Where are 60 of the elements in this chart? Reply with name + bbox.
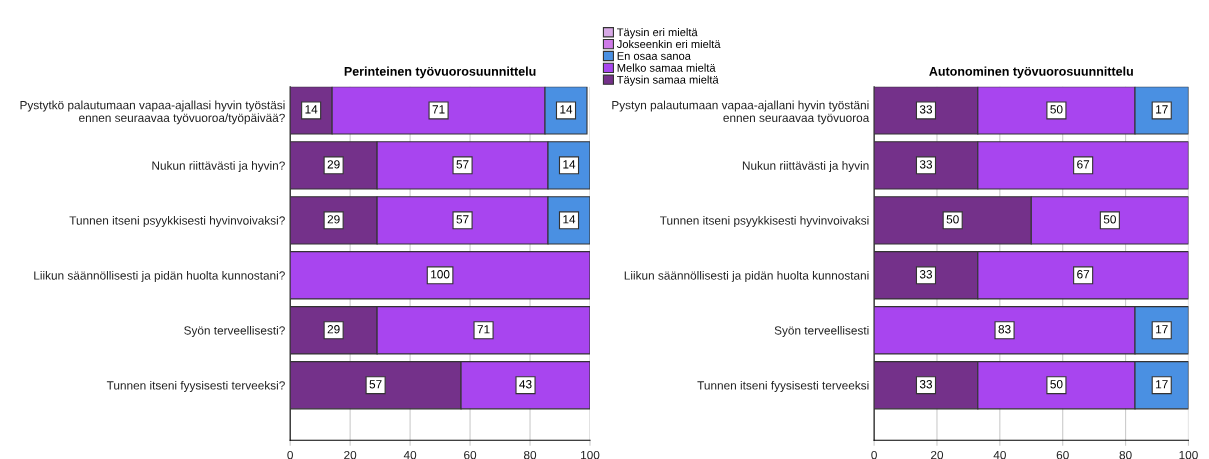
- data-label: 71: [477, 325, 490, 334]
- data-label: 33: [919, 105, 933, 114]
- x-tick-label: 20: [931, 450, 944, 459]
- y-tick-label: Nukun riittävästi ja hyvin: [742, 161, 869, 173]
- x-tick-label: 60: [1056, 450, 1069, 459]
- data-label: 17: [1156, 105, 1168, 114]
- x-tick-label: 0: [871, 450, 877, 459]
- data-label: 100: [431, 270, 450, 279]
- x-tick-label: 0: [287, 450, 293, 459]
- x-tick-label: 20: [344, 450, 357, 459]
- chart-title: Autonominen työvuorosuunnittelu: [929, 66, 1133, 79]
- x-tick-label: 100: [581, 450, 600, 459]
- x-tick-label: 80: [523, 450, 537, 459]
- data-label: 33: [919, 380, 933, 389]
- y-tick-label: Pystytkö palautumaan vapaa-ajallasi hyvin työstäsi ennen seuraavaa työvuoroa/työpäivää?: [20, 100, 285, 125]
- legend-label: Täysin eri mieltä: [617, 28, 698, 39]
- data-label: 57: [456, 215, 469, 224]
- data-label: 67: [1077, 160, 1090, 169]
- data-label: 14: [563, 215, 576, 224]
- data-label: 50: [1050, 105, 1063, 114]
- data-label: 33: [919, 160, 933, 169]
- legend-label: Täysin samaa mieltä: [617, 75, 719, 86]
- y-tick-label: Tunnen itseni fyysisesti terveeksi: [697, 380, 869, 392]
- x-tick-label: 40: [403, 450, 417, 459]
- y-tick-label: Syön terveellisesti: [774, 325, 869, 337]
- legend-label: Jokseenkin eri mieltä: [616, 39, 721, 49]
- data-label: 43: [519, 380, 532, 389]
- x-tick-label: 80: [1119, 450, 1132, 459]
- data-label: 29: [327, 160, 340, 169]
- y-tick-label: Liikun säännöllisesti ja pidän huolta kunnostani?: [34, 271, 285, 283]
- y-tick-label: Pystyn palautumaan vapaa-ajallani hyvin työstäni ennen seuraavaa työvuoroa: [612, 100, 870, 125]
- data-label: 17: [1156, 380, 1168, 389]
- data-label: 14: [305, 105, 318, 114]
- data-label: 57: [369, 380, 382, 389]
- y-tick-label: Liikun säännöllisesti ja pidän huolta kunnostani: [624, 271, 869, 283]
- y-tick-label: Tunnen itseni psyykkisesti hyvinvoivaksi?: [69, 216, 285, 228]
- data-label: 14: [563, 160, 576, 169]
- bar: [290, 251, 590, 300]
- data-label: 29: [327, 325, 340, 334]
- data-label: 67: [1077, 270, 1090, 279]
- x-tick-label: 40: [993, 450, 1006, 459]
- data-label: 50: [1050, 380, 1063, 389]
- data-label: 33: [919, 270, 933, 279]
- x-tick-label: 100: [1179, 450, 1198, 459]
- data-label: 71: [432, 105, 445, 114]
- legend-label: Melko samaa mieltä: [617, 63, 716, 72]
- data-label: 83: [998, 325, 1011, 334]
- chart-title: Perinteinen työvuorosuunnittelu: [344, 66, 536, 79]
- y-tick-label: Tunnen itseni psyykkisesti hyvinvoivaksi: [660, 216, 869, 228]
- y-tick-label: Nukun riittävästi ja hyvin?: [152, 161, 285, 173]
- data-label: 29: [327, 215, 340, 224]
- legend-label: En osaa sanoa: [617, 52, 691, 60]
- data-label: 50: [1103, 215, 1116, 224]
- data-label: 50: [946, 215, 959, 224]
- y-tick-label: Tunnen itseni fyysisesti terveeksi?: [106, 380, 285, 392]
- x-tick-label: 60: [464, 450, 477, 459]
- data-label: 17: [1156, 325, 1168, 334]
- data-label: 57: [456, 160, 469, 169]
- data-label: 14: [560, 105, 573, 114]
- y-tick-label: Syön terveellisesti?: [184, 325, 285, 337]
